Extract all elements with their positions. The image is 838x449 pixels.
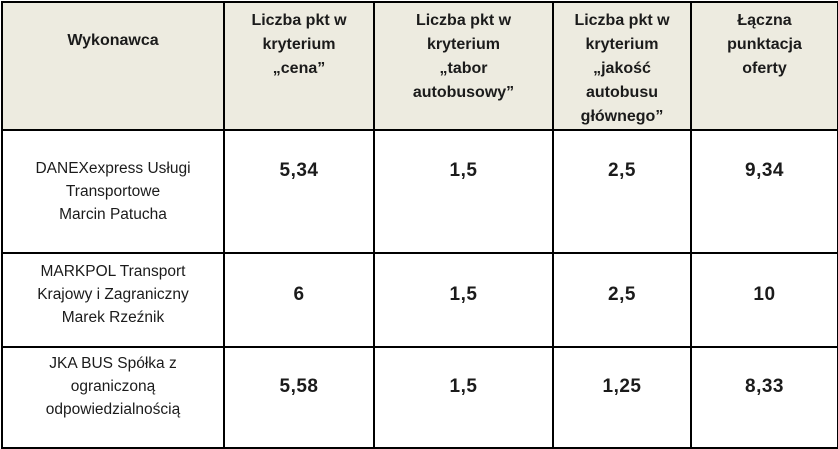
points-total: 8,33 [690, 346, 838, 449]
points-jakosc: 1,25 [552, 346, 692, 449]
contractor-name: JKA BUS Spółka z ograniczoną odpowiedzia… [1, 346, 225, 449]
points-total: 10 [690, 252, 838, 348]
header-row: Wykonawca Liczba pkt w kryterium „cena” … [1, 1, 838, 131]
column-header-wykonawca: Wykonawca [1, 1, 225, 131]
points-cena: 5,58 [223, 346, 375, 449]
points-cena: 5,34 [223, 129, 375, 254]
points-total: 9,34 [690, 129, 838, 254]
contractor-name: DANEXexpress Usługi Transportowe Marcin … [1, 129, 225, 254]
points-tabor: 1,5 [373, 252, 554, 348]
points-jakosc: 2,5 [552, 129, 692, 254]
column-header-pkt-tabor: Liczba pkt w kryterium „tabor autobusowy… [373, 1, 554, 131]
table-row-markpol: MARKPOL Transport Krajowy i Zagraniczny … [1, 252, 838, 348]
column-header-pkt-jakosc: Liczba pkt w kryterium „jakość autobusu … [552, 1, 692, 131]
column-header-pkt-cena: Liczba pkt w kryterium „cena” [223, 1, 375, 131]
points-tabor: 1,5 [373, 346, 554, 449]
table-row-danexexpress: DANEXexpress Usługi Transportowe Marcin … [1, 129, 838, 254]
column-header-laczna-punktacja: Łączna punktacja oferty [690, 1, 838, 131]
points-cena: 6 [223, 252, 375, 348]
table-row-jka-bus: JKA BUS Spółka z ograniczoną odpowiedzia… [1, 346, 838, 449]
contractor-name: MARKPOL Transport Krajowy i Zagraniczny … [1, 252, 225, 348]
points-jakosc: 2,5 [552, 252, 692, 348]
points-tabor: 1,5 [373, 129, 554, 254]
